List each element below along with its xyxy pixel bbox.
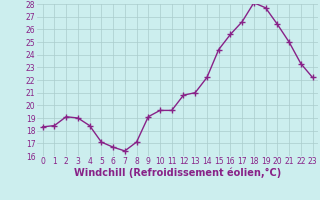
X-axis label: Windchill (Refroidissement éolien,°C): Windchill (Refroidissement éolien,°C) — [74, 168, 281, 178]
